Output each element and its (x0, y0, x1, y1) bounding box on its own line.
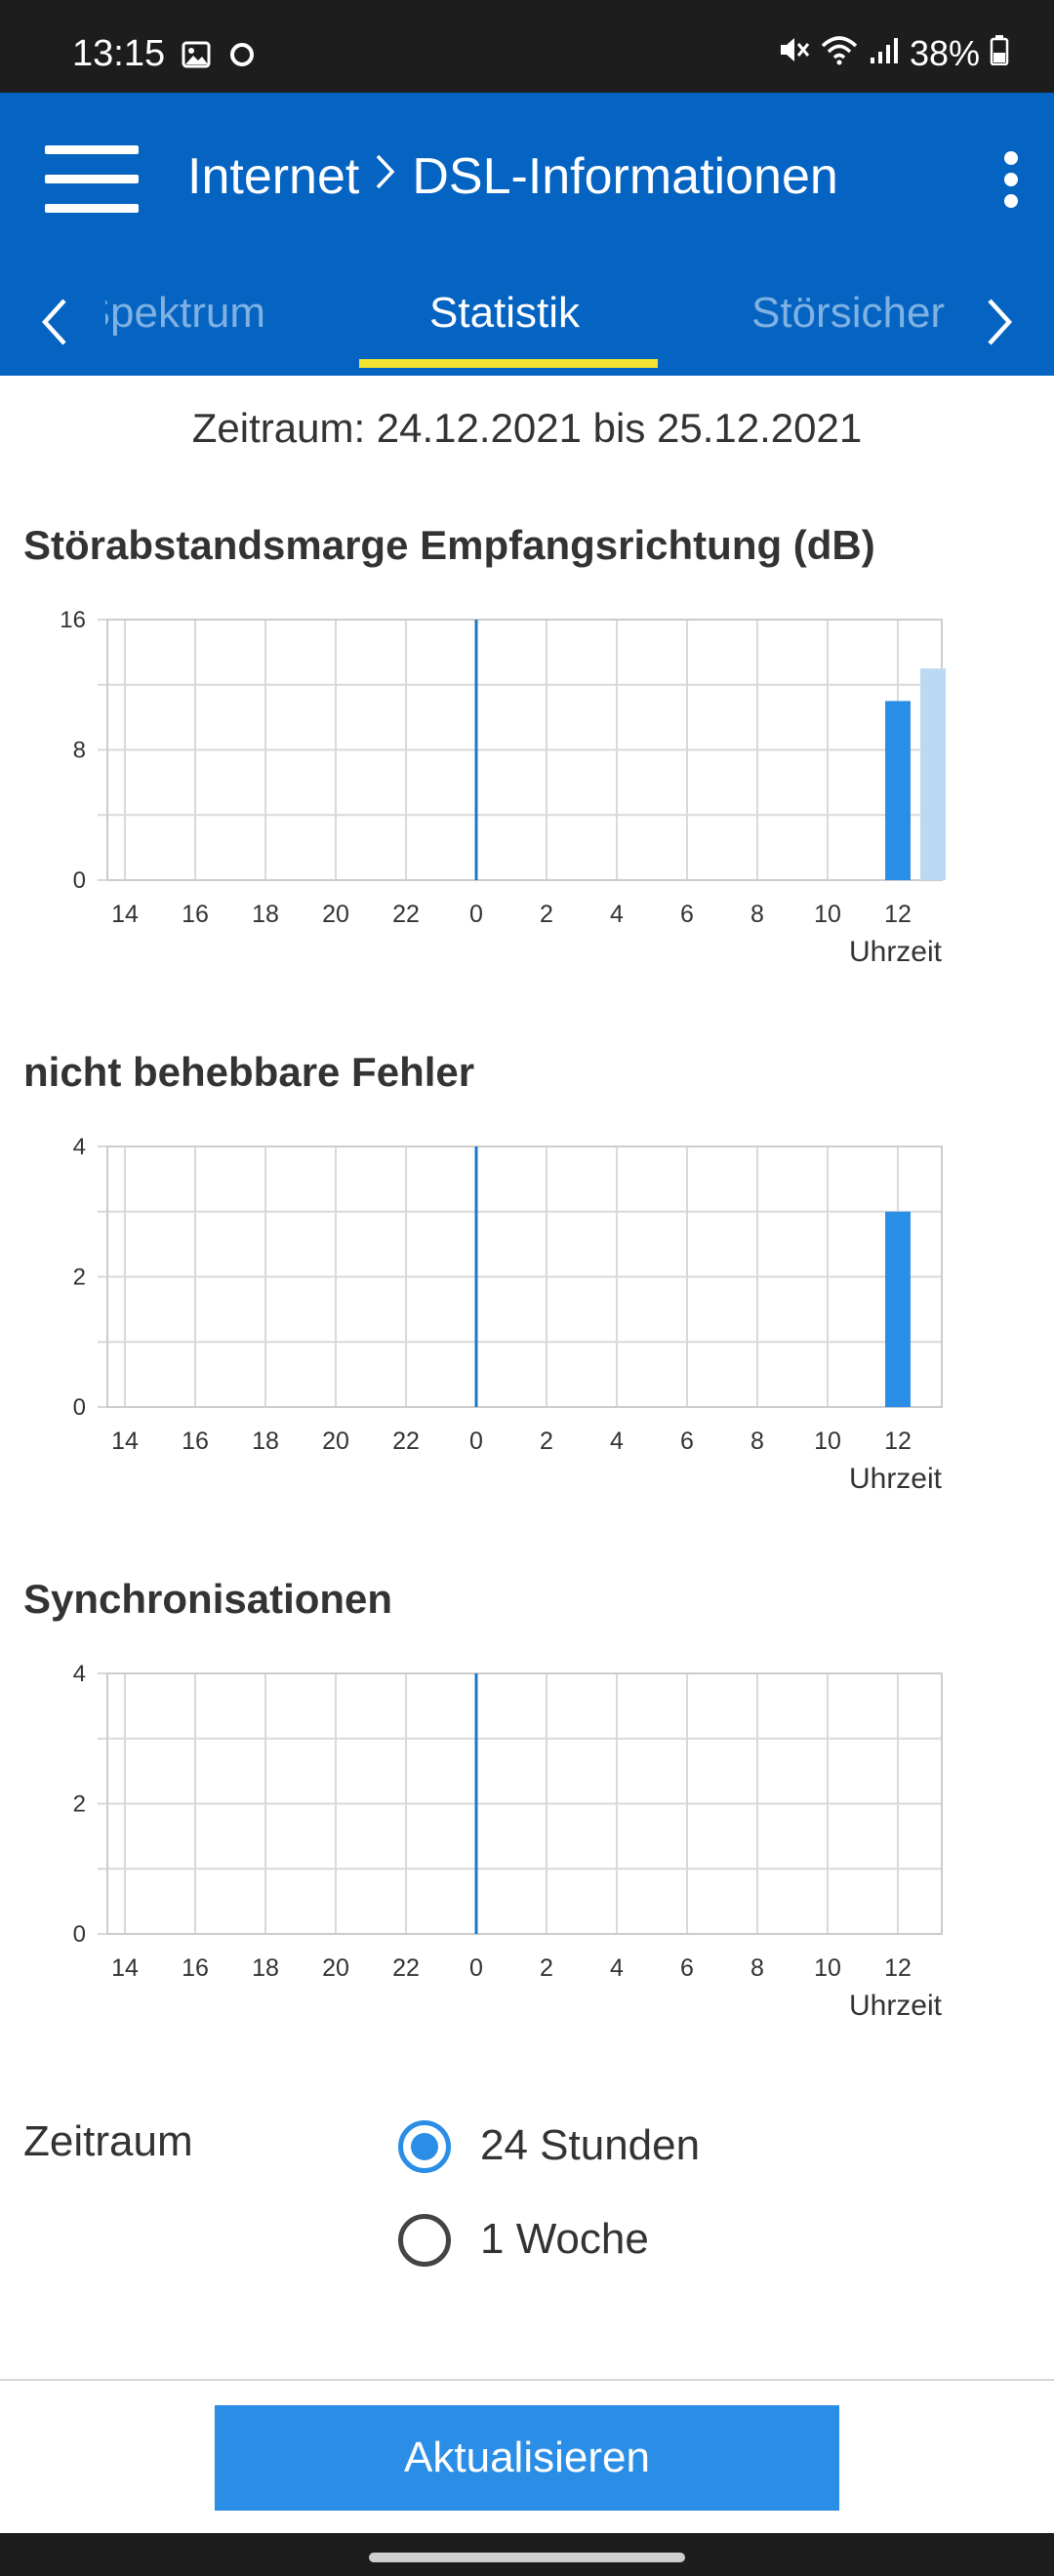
x-tick-label: 22 (392, 1954, 420, 1982)
chart-title-sync: Synchronisationen (23, 1576, 393, 1622)
battery-percent: 38% (909, 33, 980, 73)
image-icon (182, 41, 211, 73)
breadcrumb-parent[interactable]: Internet (187, 148, 360, 205)
hamburger-icon[interactable] (45, 141, 142, 220)
app-bar: Internet DSL-Informationen Spektrum Stat… (0, 93, 1054, 376)
x-tick-label: 16 (182, 1428, 209, 1455)
x-tick-label: 2 (540, 1954, 553, 1982)
radio-selected-icon (398, 2120, 451, 2173)
x-tick-label: 0 (469, 901, 483, 928)
page-title: DSL-Informationen (412, 148, 838, 205)
x-tick-label: 14 (111, 1954, 139, 1982)
tab-statistik[interactable]: Statistik (429, 289, 581, 337)
radio-24-stunden[interactable]: 24 Stunden (396, 2115, 982, 2184)
radio-unselected-icon (398, 2214, 451, 2267)
chevron-right-icon (373, 147, 398, 206)
x-axis-label: Uhrzeit (849, 936, 943, 968)
x-tick-label: 8 (750, 901, 764, 928)
aktualisieren-button[interactable]: Aktualisieren (215, 2405, 839, 2511)
x-tick-label: 4 (610, 1428, 624, 1455)
x-tick-label: 6 (680, 1954, 694, 1982)
y-tick-label: 8 (73, 738, 86, 764)
tab-spektrum[interactable]: Spektrum (105, 289, 265, 337)
x-tick-label: 10 (814, 901, 841, 928)
x-tick-label: 20 (322, 1954, 349, 1982)
status-bar: 13:15 38% (0, 0, 1054, 93)
zeitraum-label: Zeitraum (23, 2117, 193, 2165)
x-axis-label: Uhrzeit (849, 1463, 943, 1495)
bar (885, 701, 911, 880)
chart-title-errors: nicht behebbare Fehler (23, 1049, 475, 1095)
plot-frame (106, 1146, 943, 1408)
wifi-icon (820, 33, 859, 74)
tab-bar: Spektrum Statistik Störsicherheit (0, 273, 1054, 376)
x-tick-label: 22 (392, 1428, 420, 1455)
x-axis-label: Uhrzeit (849, 1990, 943, 2022)
x-tick-label: 18 (252, 1954, 279, 1982)
y-tick-label: 0 (73, 867, 86, 894)
x-tick-label: 0 (469, 1428, 483, 1455)
radio-label-24-stunden: 24 Stunden (480, 2121, 701, 2169)
y-tick-label: 0 (73, 1394, 86, 1421)
x-tick-label: 0 (469, 1954, 483, 1982)
x-tick-label: 16 (182, 901, 209, 928)
bar (920, 668, 946, 880)
x-tick-label: 6 (680, 901, 694, 928)
tab-stoersicherheit[interactable]: Störsicherheit (751, 289, 947, 337)
chart-title-snr: Störabstandsmarge Empfangsrichtung (dB) (23, 522, 875, 568)
x-tick-label: 18 (252, 1428, 279, 1455)
plot-frame (106, 1672, 943, 1935)
period-text: Zeitraum: 24.12.2021 bis 25.12.2021 (191, 405, 863, 451)
footer-divider (0, 2379, 1054, 2381)
bar (885, 1211, 911, 1407)
y-tick-label: 2 (73, 1791, 86, 1818)
x-tick-label: 14 (111, 1428, 139, 1455)
x-tick-label: 18 (252, 901, 279, 928)
mute-icon (777, 33, 810, 74)
radio-label-1-woche: 1 Woche (480, 2215, 649, 2263)
y-tick-label: 16 (60, 607, 86, 633)
x-tick-label: 14 (111, 901, 139, 928)
circle-icon (228, 41, 256, 73)
y-tick-label: 4 (73, 1134, 86, 1160)
x-tick-label: 4 (610, 901, 624, 928)
more-vertical-icon[interactable] (992, 149, 1031, 210)
signal-icon (869, 33, 900, 74)
chart-snr: 0 8 16 14 16 18 20 22 0 2 4 6 8 10 12 Uhrzeit (60, 607, 946, 968)
y-tick-label: 2 (73, 1265, 86, 1291)
tab-prev-arrow-icon[interactable] (31, 293, 80, 351)
x-tick-label: 4 (610, 1954, 624, 1982)
x-tick-label: 10 (814, 1428, 841, 1455)
home-handle[interactable] (369, 2553, 685, 2562)
x-tick-label: 2 (540, 901, 553, 928)
chart-sync: 0 2 4 14 16 18 20 22 0 2 4 6 8 10 12 Uhrzeit (73, 1661, 943, 2022)
radio-1-woche[interactable]: 1 Woche (396, 2209, 982, 2277)
x-tick-label: 10 (814, 1954, 841, 1982)
chart-errors: 0 2 4 14 16 18 20 22 0 2 4 6 8 10 12 Uhrzeit (73, 1134, 943, 1495)
status-time: 13:15 (72, 33, 166, 74)
x-tick-label: 12 (884, 1954, 912, 1982)
x-tick-label: 20 (322, 1428, 349, 1455)
x-tick-label: 6 (680, 1428, 694, 1455)
y-tick-label: 4 (73, 1661, 86, 1687)
tab-indicator (359, 359, 658, 368)
system-nav-bar (0, 2533, 1054, 2576)
x-tick-label: 22 (392, 901, 420, 928)
x-tick-label: 16 (182, 1954, 209, 1982)
y-tick-label: 0 (73, 1921, 86, 1948)
x-tick-label: 12 (884, 1428, 912, 1455)
battery-icon (990, 33, 1009, 74)
x-tick-label: 12 (884, 901, 912, 928)
x-tick-label: 2 (540, 1428, 553, 1455)
x-tick-label: 8 (750, 1954, 764, 1982)
x-tick-label: 20 (322, 901, 349, 928)
x-tick-label: 8 (750, 1428, 764, 1455)
breadcrumb: Internet DSL-Informationen (187, 147, 838, 206)
tab-next-arrow-icon[interactable] (976, 293, 1025, 351)
